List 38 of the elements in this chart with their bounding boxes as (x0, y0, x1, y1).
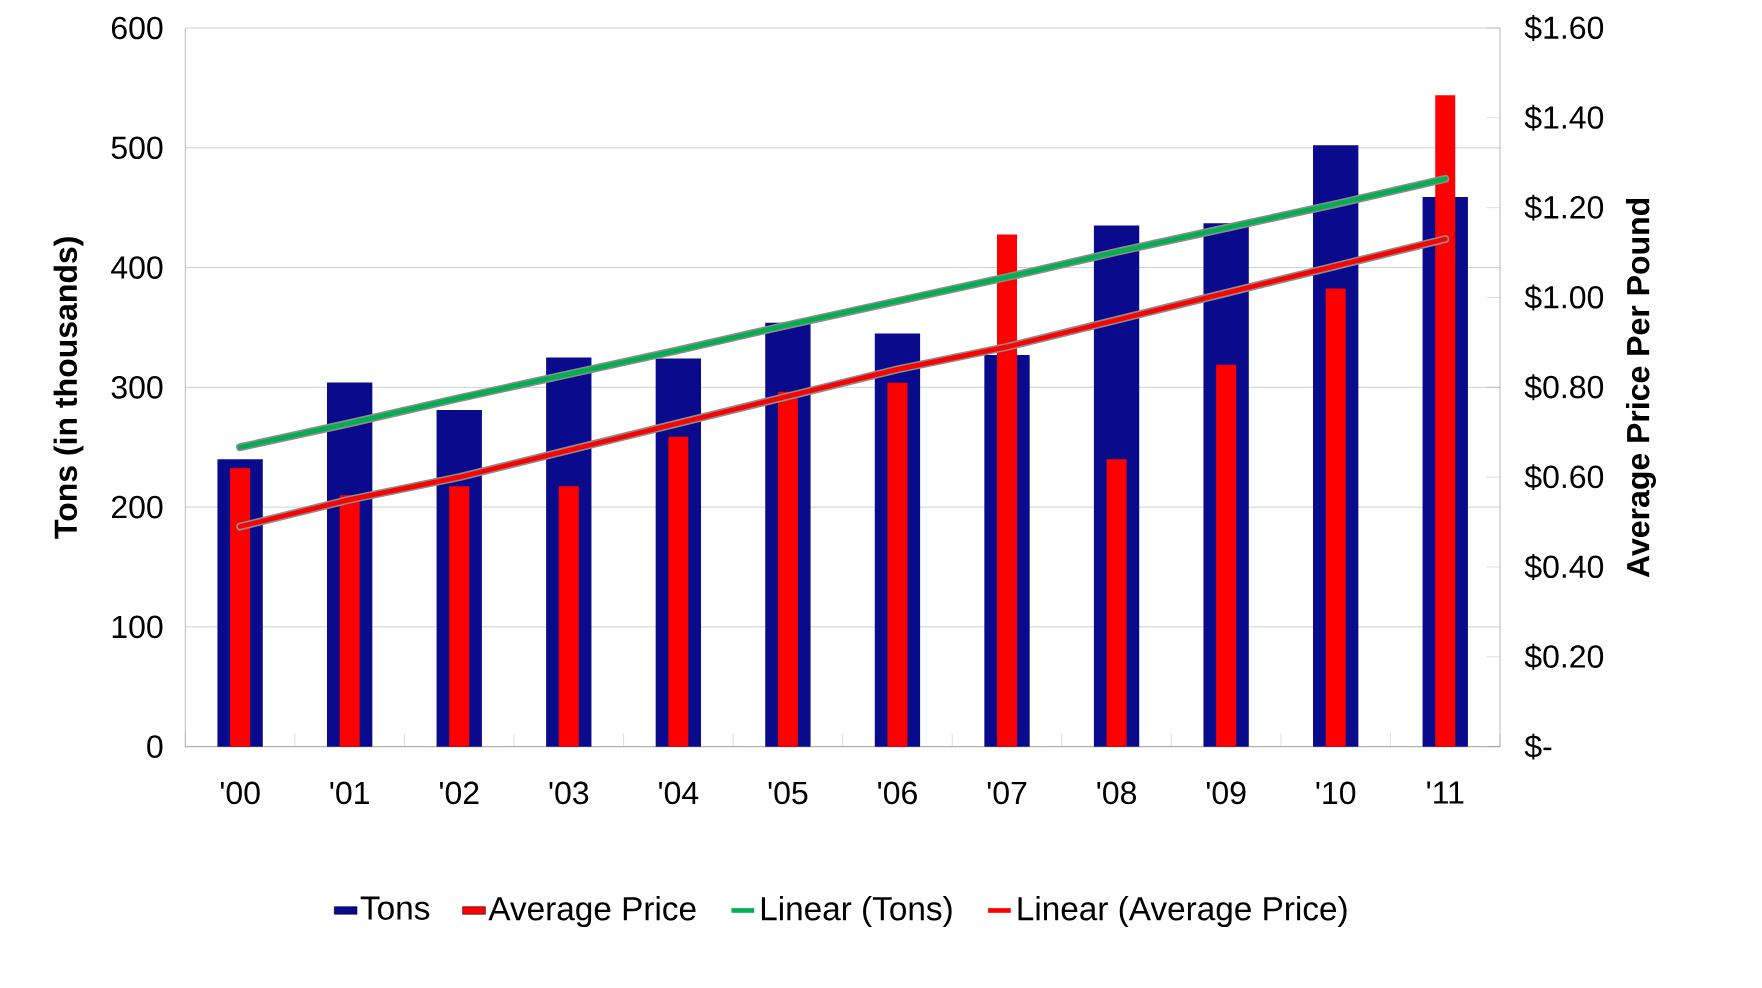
x-tick-label: '00 (220, 781, 260, 805)
legend-label: Linear (Average Price) (1018, 896, 1347, 928)
y2-tick-label: $1.00 (1524, 284, 1604, 311)
y2-tick-label: $0.60 (1524, 464, 1604, 491)
legend-label: Tons (360, 896, 430, 920)
bar (1106, 459, 1127, 747)
y2-tick-label: $1.40 (1524, 104, 1604, 131)
bar (558, 486, 579, 747)
y2-tick-label: $0.40 (1524, 554, 1604, 580)
y-tick-label: 300 (111, 376, 163, 399)
legend-label: Average Price (488, 896, 696, 928)
x-tick-label: '04 (659, 781, 699, 805)
y-axis-title: Tons (in thousands) (53, 237, 84, 539)
y-tick-label: 500 (111, 136, 163, 160)
y-tick-label: 400 (111, 256, 163, 279)
y2-tick-label: $0.20 (1524, 643, 1604, 670)
x-tick-label: '03 (549, 781, 589, 805)
bar (1325, 288, 1346, 747)
y-tick-label: 100 (112, 615, 163, 639)
y-tick-label: 200 (111, 495, 163, 519)
y2-tick-label: $0.80 (1524, 374, 1604, 401)
x-tick-label: '06 (878, 781, 917, 805)
legend-label: Linear (Tons) (761, 896, 952, 928)
y-tick-label: 600 (111, 16, 163, 40)
y2-tick-label: $1.60 (1524, 15, 1604, 41)
x-tick-label: '08 (1097, 781, 1137, 805)
y2-tick-label: $1.20 (1524, 194, 1604, 221)
y2-axis-title: Average Price Per Pound (1625, 198, 1656, 578)
x-tick-label: '07 (987, 781, 1027, 805)
y-tick-label: 0 (147, 735, 163, 758)
y2-tick-label: $- (1524, 733, 1552, 760)
x-tick-label: '05 (768, 781, 808, 805)
bar (1216, 364, 1237, 747)
x-tick-label: '01 (330, 781, 369, 805)
x-tick-label: '02 (440, 781, 479, 805)
x-tick-label: '09 (1206, 781, 1246, 805)
x-tick-label: '11 (1427, 781, 1464, 804)
x-tick-label: '10 (1316, 781, 1356, 805)
